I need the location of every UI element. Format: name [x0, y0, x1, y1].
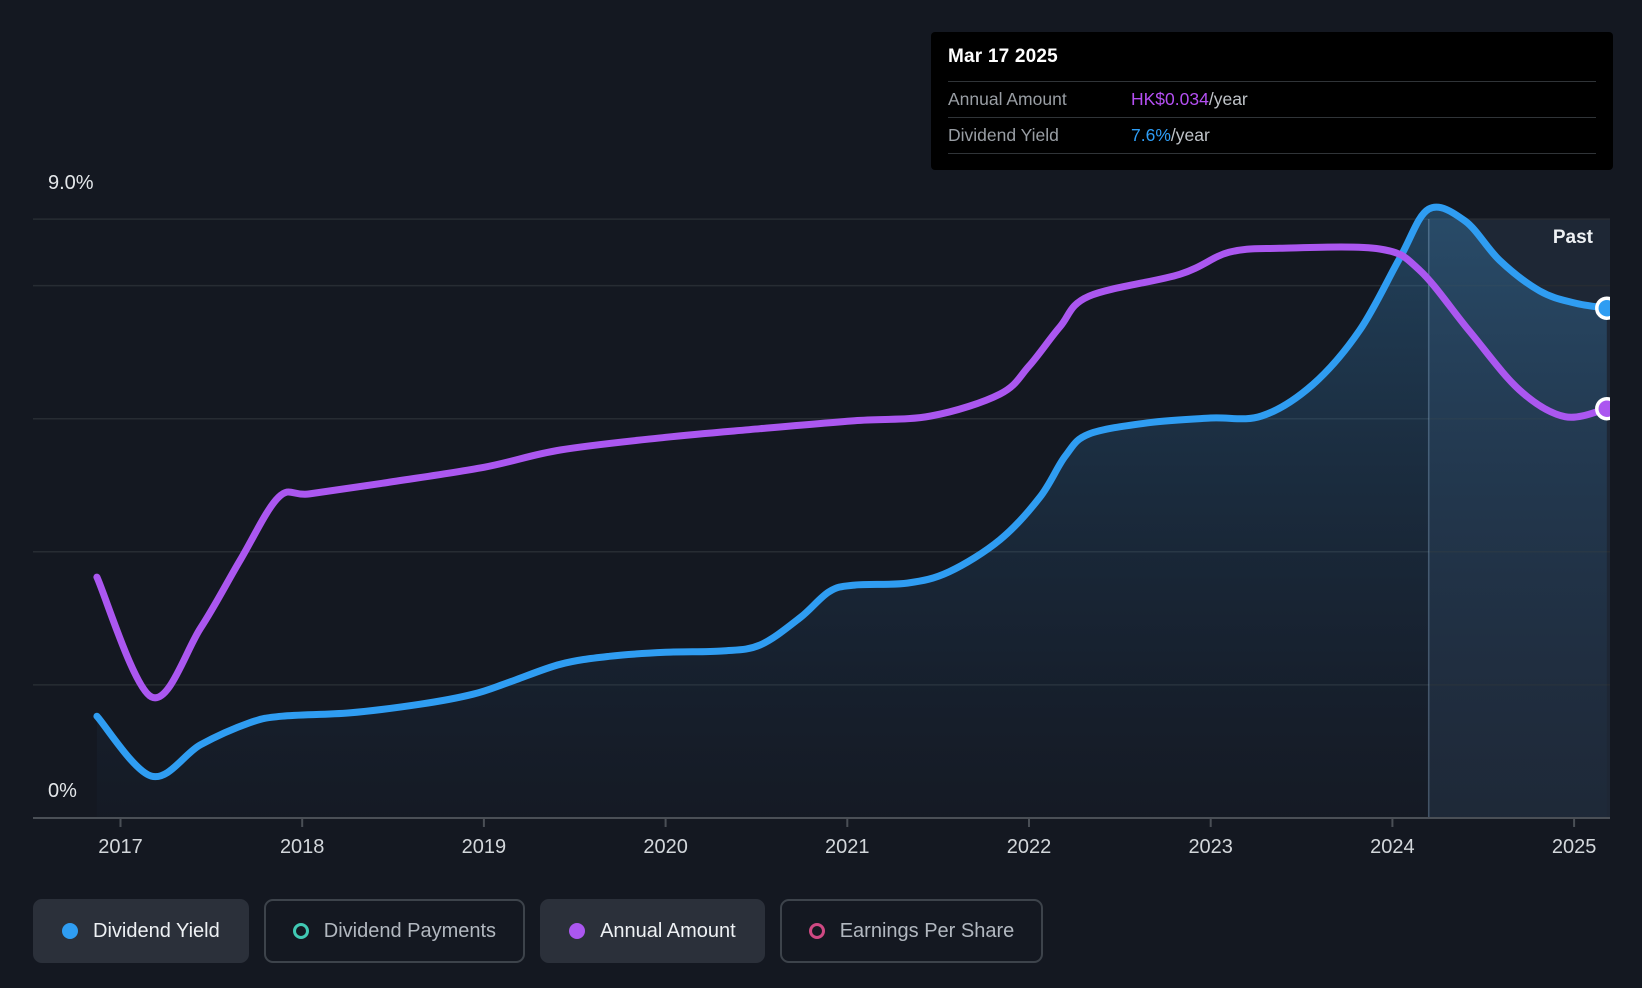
dividend-yield-area [96, 207, 1607, 818]
annual-amount-swatch-icon [569, 923, 586, 939]
dividend-yield-end-marker [1595, 296, 1610, 320]
tooltip-value-suffix: /year [1170, 125, 1210, 145]
dividend-history-chart: 2017 2018 2019 2020 2021 2022 2023 2024 2025 [33, 203, 1610, 858]
legend-toggle-dividend-yield[interactable]: Dividend Yield [33, 899, 249, 963]
x-axis-label-2023: 2023 [1188, 836, 1233, 858]
x-axis-label-2018: 2018 [280, 836, 325, 858]
legend-toggle-annual-amount[interactable]: Annual Amount [540, 899, 765, 963]
x-axis-label-2024: 2024 [1370, 836, 1415, 858]
y-axis-max-label: 9.0% [48, 172, 94, 194]
dividend-yield-swatch-icon [62, 923, 78, 939]
legend-label: Dividend Yield [93, 919, 220, 942]
tooltip-value: HK$0.034 [1131, 89, 1209, 109]
x-axis-label-2025: 2025 [1552, 836, 1597, 858]
x-axis-label-2020: 2020 [643, 836, 688, 858]
y-axis-zero-label: 0% [48, 780, 77, 802]
legend-label: Dividend Payments [323, 919, 497, 942]
x-axis-label-2017: 2017 [98, 836, 143, 858]
annual-amount-line [93, 243, 1610, 702]
dividend-payments-swatch-icon [292, 923, 309, 939]
earnings-per-share-swatch-icon [808, 923, 825, 939]
tooltip-value-suffix: /year [1208, 89, 1248, 109]
dividend-yield-line [93, 203, 1610, 781]
legend-toggle-dividend-payments[interactable]: Dividend Payments [263, 899, 526, 963]
tooltip-row-dividend-yield: Dividend Yield 7.6%/year [948, 117, 1596, 154]
x-axis-label-2022: 2022 [1007, 836, 1052, 858]
tooltip-value: 7.6% [1131, 125, 1171, 145]
legend-label: Annual Amount [600, 919, 736, 942]
x-axis-label-2019: 2019 [462, 836, 507, 858]
legend-toggle-earnings-per-share[interactable]: Earnings Per Share [779, 899, 1044, 963]
annual-amount-end-marker [1595, 396, 1610, 421]
chart-svg: 2017 2018 2019 2020 2021 2022 2023 2024 2025 [33, 203, 1610, 858]
tooltip-date: Mar 17 2025 [948, 45, 1058, 67]
tooltip-row-annual-amount: Annual Amount HK$0.034/year [948, 81, 1596, 117]
x-axis-label-2021: 2021 [825, 836, 870, 858]
chart-legend: Dividend Yield Dividend Payments Annual … [33, 899, 1044, 963]
tooltip-label: Annual Amount [948, 89, 1067, 109]
chart-tooltip: Mar 17 2025 Annual Amount HK$0.034/year … [931, 32, 1613, 170]
past-region-label: Past [1552, 227, 1593, 248]
legend-label: Earnings Per Share [839, 919, 1015, 942]
tooltip-label: Dividend Yield [948, 125, 1059, 145]
